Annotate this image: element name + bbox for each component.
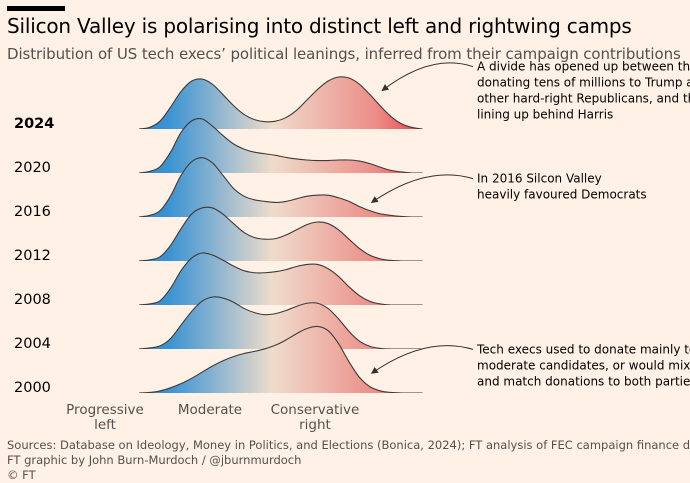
ridge-label-2024: 2024 <box>14 116 54 132</box>
ridge-label-2016: 2016 <box>14 204 51 220</box>
ridge-label-2012: 2012 <box>14 248 51 264</box>
chart-footer: Sources: Database on Ideology, Money in … <box>7 438 690 483</box>
ridge-2024: 2024 <box>14 77 445 132</box>
credit-note: FT graphic by John Burn-Murdoch / @jburn… <box>7 453 690 468</box>
source-note: Sources: Database on Ideology, Money in … <box>7 438 690 453</box>
annotation-arrow <box>382 63 473 91</box>
x-tick-label: Moderate <box>178 402 242 418</box>
ridge-label-2008: 2008 <box>14 292 51 308</box>
ridge-label-2004: 2004 <box>14 336 51 352</box>
ridge-label-2020: 2020 <box>14 160 51 176</box>
ridge-area-2024 <box>139 77 423 129</box>
copyright-note: © FT <box>7 468 690 483</box>
annotation-arrow <box>372 175 474 203</box>
ridge-label-2000: 2000 <box>14 380 51 396</box>
